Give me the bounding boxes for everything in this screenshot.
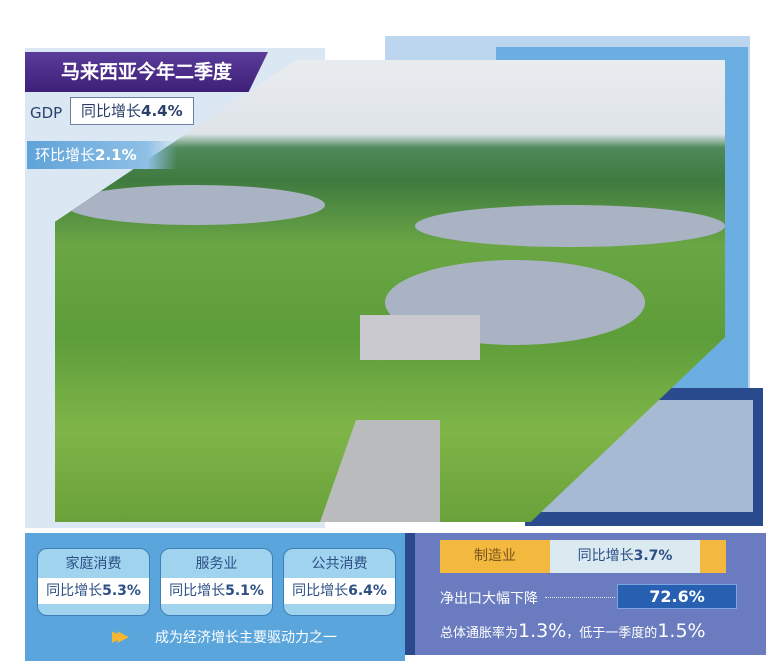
net-exports-label: 净出口大幅下降 bbox=[440, 591, 538, 607]
parking-lot bbox=[320, 420, 440, 522]
card-public: 公共消费 同比增长6.4% bbox=[283, 548, 396, 616]
inflation-t2: ，低于一季度的 bbox=[566, 626, 658, 641]
inflation-text: 总体通胀率为1.3%，低于一季度的1.5% bbox=[440, 620, 706, 642]
card-household: 家庭消费 同比增长5.3% bbox=[37, 548, 150, 616]
manufacturing-value-box: 同比增长3.7% bbox=[550, 540, 700, 573]
card-title: 公共消费 bbox=[311, 556, 368, 572]
gdp-qoq-prefix: 环比增长 bbox=[35, 146, 96, 164]
gdp-yoy-prefix: 同比增长 bbox=[81, 102, 142, 120]
dredge-building bbox=[360, 315, 480, 360]
manufacturing-prefix: 同比增长 bbox=[577, 548, 634, 564]
manufacturing-value: 3.7% bbox=[633, 548, 673, 564]
card-services: 服务业 同比增长5.1% bbox=[160, 548, 273, 616]
card-value: 6.4% bbox=[348, 583, 387, 599]
dotted-leader bbox=[545, 597, 615, 598]
card-value: 5.1% bbox=[225, 583, 264, 599]
gdp-yoy-box: 同比增长4.4% bbox=[70, 97, 194, 125]
card-prefix: 同比增长 bbox=[169, 583, 226, 599]
drive-text: 成为经济增长主要驱动力之一 bbox=[155, 630, 337, 646]
inflation-t1: 总体通胀率为 bbox=[440, 626, 519, 641]
card-title: 服务业 bbox=[195, 556, 238, 572]
card-title: 家庭消费 bbox=[65, 556, 122, 572]
manufacturing-label: 制造业 bbox=[474, 548, 516, 564]
inflation-v2: 1.5% bbox=[657, 620, 706, 642]
page-title: 马来西亚今年二季度 bbox=[25, 52, 268, 92]
double-arrow-icon: ▶▶ bbox=[112, 627, 129, 645]
gdp-qoq-value: 2.1% bbox=[95, 146, 137, 164]
card-prefix: 同比增长 bbox=[46, 583, 103, 599]
net-exports-value: 72.6% bbox=[617, 584, 737, 609]
gdp-yoy-value: 4.4% bbox=[141, 102, 183, 120]
inflation-v1: 1.3% bbox=[518, 620, 567, 642]
panel-divider bbox=[405, 533, 415, 655]
card-value: 5.3% bbox=[102, 583, 141, 599]
card-prefix: 同比增长 bbox=[292, 583, 349, 599]
gdp-label: GDP bbox=[30, 104, 63, 122]
gdp-qoq-bar: 环比增长2.1% bbox=[27, 141, 177, 169]
